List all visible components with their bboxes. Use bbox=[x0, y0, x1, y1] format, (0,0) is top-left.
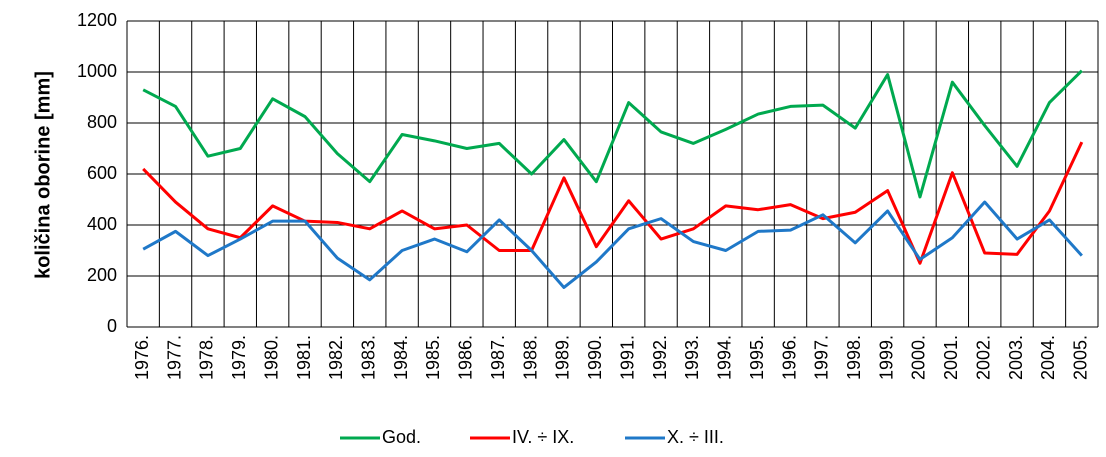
x-tick-label: 1987. bbox=[488, 335, 508, 380]
x-tick-label: 1988. bbox=[520, 335, 540, 380]
x-tick-label: 1982. bbox=[326, 335, 346, 380]
x-tick-label: 1978. bbox=[197, 335, 217, 380]
x-tick-label: 1984. bbox=[391, 335, 411, 380]
x-tick-label: 1981. bbox=[294, 335, 314, 380]
x-tick-label: 1989. bbox=[553, 335, 573, 380]
x-tick-label: 1992. bbox=[650, 335, 670, 380]
x-tick-label: 1999. bbox=[876, 335, 896, 380]
x-tick-label: 1998. bbox=[844, 335, 864, 380]
x-tick-label: 1976. bbox=[132, 335, 152, 380]
legend-label: IV. ÷ IX. bbox=[512, 427, 574, 447]
series-line bbox=[142, 141, 1084, 265]
x-tick-label: 1985. bbox=[423, 335, 443, 380]
y-tick-label: 600 bbox=[87, 163, 117, 183]
x-tick-label: 1991. bbox=[617, 335, 637, 380]
x-tick-label: 1980. bbox=[261, 335, 281, 380]
x-tick-label: 1995. bbox=[747, 335, 767, 380]
x-tick-label: 2000. bbox=[909, 335, 929, 380]
y-axis-label: količina oborine [mm] bbox=[32, 71, 54, 279]
y-tick-label: 800 bbox=[87, 112, 117, 132]
x-tick-label: 1977. bbox=[164, 335, 184, 380]
x-tick-label: 2005. bbox=[1071, 335, 1091, 380]
series-line bbox=[142, 69, 1083, 199]
legend-label: X. ÷ III. bbox=[667, 427, 724, 447]
x-tick-label: 2001. bbox=[941, 335, 961, 380]
series-line bbox=[142, 200, 1083, 289]
y-tick-label: 1000 bbox=[77, 61, 117, 81]
x-tick-label: 1997. bbox=[812, 335, 832, 380]
x-tick-label: 1986. bbox=[456, 335, 476, 380]
x-tick-label: 2003. bbox=[1006, 335, 1026, 380]
legend-label: God. bbox=[382, 427, 421, 447]
x-tick-label: 2004. bbox=[1038, 335, 1058, 380]
x-tick-label: 2002. bbox=[973, 335, 993, 380]
y-tick-label: 400 bbox=[87, 214, 117, 234]
y-tick-label: 1200 bbox=[77, 10, 117, 30]
x-tick-label: 1979. bbox=[229, 335, 249, 380]
x-tick-label: 1993. bbox=[682, 335, 702, 380]
x-tick-label: 1994. bbox=[715, 335, 735, 380]
x-tick-label: 1983. bbox=[359, 335, 379, 380]
y-tick-label: 200 bbox=[87, 265, 117, 285]
x-tick-label: 1996. bbox=[779, 335, 799, 380]
x-tick-label: 1990. bbox=[585, 335, 605, 380]
y-tick-label: 0 bbox=[107, 316, 117, 336]
